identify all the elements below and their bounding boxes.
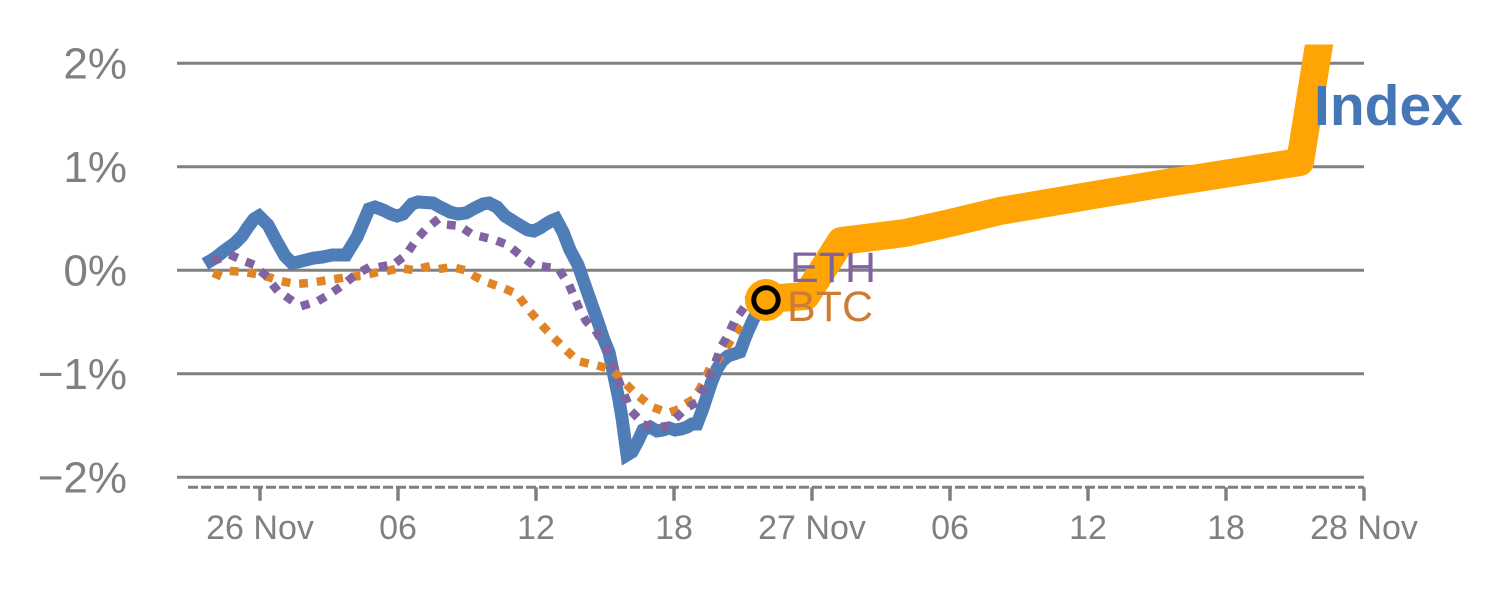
- svg-text:−1%: −1%: [38, 350, 127, 399]
- svg-text:28 Nov: 28 Nov: [1310, 509, 1418, 547]
- svg-text:18: 18: [1207, 509, 1245, 547]
- svg-text:ETH: ETH: [790, 244, 876, 292]
- svg-text:0%: 0%: [63, 247, 127, 296]
- svg-text:BTC: BTC: [787, 283, 873, 331]
- svg-text:18: 18: [655, 509, 693, 547]
- svg-text:26 Nov: 26 Nov: [206, 509, 314, 547]
- svg-text:12: 12: [517, 509, 555, 547]
- svg-text:06: 06: [931, 509, 969, 547]
- svg-text:06: 06: [379, 509, 417, 547]
- svg-text:1%: 1%: [63, 143, 127, 192]
- svg-text:Index: Index: [1314, 74, 1463, 138]
- svg-text:12: 12: [1069, 509, 1107, 547]
- svg-text:2%: 2%: [63, 40, 127, 89]
- svg-text:27 Nov: 27 Nov: [758, 509, 866, 547]
- svg-text:−2%: −2%: [38, 454, 127, 503]
